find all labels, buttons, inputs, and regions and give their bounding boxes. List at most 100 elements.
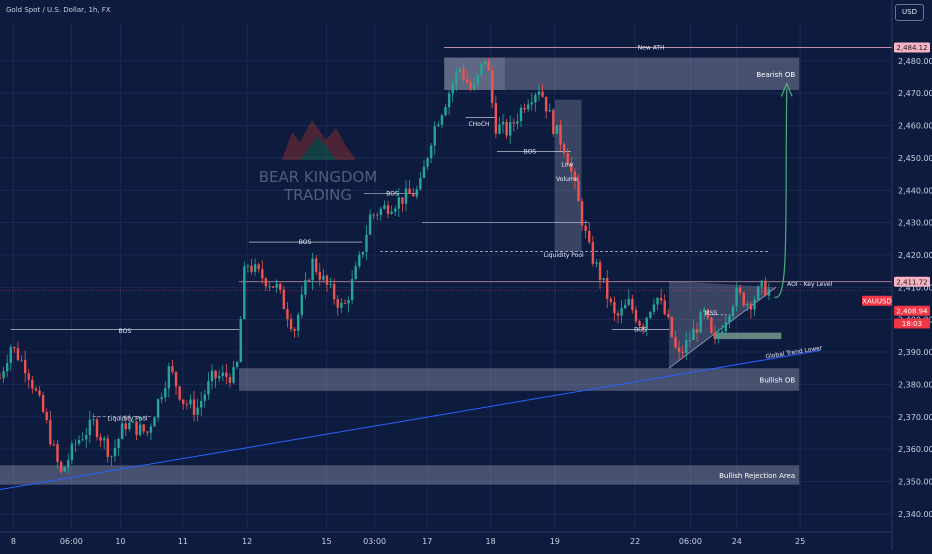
candle-body xyxy=(570,163,573,172)
candle-body xyxy=(77,439,81,444)
candle-body xyxy=(451,84,454,94)
candle-body xyxy=(149,426,153,433)
candle-body xyxy=(243,266,246,319)
candle-body xyxy=(196,407,199,415)
candle-body xyxy=(0,377,2,379)
annotation-label: BOS xyxy=(634,326,647,333)
candle-body xyxy=(509,122,512,136)
candle-body xyxy=(372,214,375,216)
x-tick-label: 06:00 xyxy=(679,537,702,546)
candle-body xyxy=(429,145,433,159)
candle-body xyxy=(573,171,577,181)
candle-body xyxy=(185,404,189,405)
candle-body xyxy=(674,336,677,348)
y-tick-label: 2,350.000 xyxy=(898,477,932,486)
candle-body xyxy=(203,394,207,401)
candle-body xyxy=(699,312,702,333)
candle-body xyxy=(401,197,404,204)
candle-body xyxy=(343,303,347,304)
candle-body xyxy=(501,121,505,125)
annotation-label: Liquidity Pool xyxy=(108,415,148,422)
candle-body xyxy=(120,423,124,439)
candle-body xyxy=(232,367,235,383)
candle-body xyxy=(314,258,318,272)
candle-body xyxy=(38,390,41,396)
candle-body xyxy=(390,211,393,214)
candle-body xyxy=(113,447,117,457)
currency-button[interactable]: USD xyxy=(895,4,924,21)
candle-body xyxy=(516,121,519,124)
y-tick-label: 2,340.000 xyxy=(898,510,932,519)
candle-body xyxy=(182,399,185,405)
annotation-label: AOI - Key Level xyxy=(787,281,832,288)
candle-body xyxy=(167,366,171,389)
candle-body xyxy=(706,309,710,318)
candle-body xyxy=(74,443,77,445)
candle-body xyxy=(415,189,418,197)
candle-body xyxy=(128,422,131,430)
candle-body xyxy=(473,84,476,90)
candle-body xyxy=(217,376,221,379)
candle-body xyxy=(731,306,735,317)
watermark-bear-shape xyxy=(282,120,356,160)
candle-body xyxy=(34,388,38,391)
y-tick-label: 2,390.000 xyxy=(898,348,932,357)
candle-body xyxy=(498,124,501,134)
zone-label: Bullish Rejection Area xyxy=(719,472,795,480)
candle-body xyxy=(577,180,580,202)
x-tick-label: 03:00 xyxy=(363,537,386,546)
candle-body xyxy=(703,309,706,313)
candle-body xyxy=(667,314,670,317)
candle-body xyxy=(631,298,634,310)
candle-body xyxy=(717,333,720,337)
candle-body xyxy=(591,242,595,264)
annotation-label: Low xyxy=(561,161,573,168)
y-tick-label: 2,420.000 xyxy=(898,251,932,260)
candle-body xyxy=(361,252,365,255)
candle-body xyxy=(444,107,447,116)
candle-body xyxy=(286,309,289,320)
candle-body xyxy=(767,289,771,296)
candle-body xyxy=(271,286,275,288)
candle-body xyxy=(606,278,609,299)
candle-body xyxy=(397,197,401,209)
candle-body xyxy=(566,153,569,164)
candle-body xyxy=(153,417,156,427)
y-tick-label: 2,480.000 xyxy=(898,57,932,66)
candle-body xyxy=(322,275,325,280)
y-tick-label: 2,470.000 xyxy=(898,89,932,98)
candle-body xyxy=(329,283,332,285)
price-tag xyxy=(894,276,930,287)
candle-body xyxy=(376,214,379,216)
candle-body xyxy=(685,340,688,353)
candle-body xyxy=(325,275,329,285)
candle-body xyxy=(300,294,304,315)
x-tick-label: 18 xyxy=(486,537,496,546)
annotation-label: BOS xyxy=(524,148,537,155)
price-tag-label: 2,484.12 xyxy=(896,44,927,52)
price-tag xyxy=(894,305,930,316)
candle-body xyxy=(455,71,458,85)
candle-body xyxy=(602,278,605,280)
candle-body xyxy=(494,103,498,134)
candle-body xyxy=(318,271,321,280)
candle-body xyxy=(645,317,648,330)
projection-arrow-head xyxy=(780,81,793,97)
candle-body xyxy=(735,287,738,307)
candle-body xyxy=(268,286,271,288)
candle-body xyxy=(663,300,666,315)
candle-body xyxy=(491,70,494,104)
candle-body xyxy=(307,280,311,281)
candle-body xyxy=(304,280,307,295)
candle-body xyxy=(146,431,149,433)
candle-body xyxy=(476,74,480,85)
watermark-logo xyxy=(282,120,356,160)
candle-body xyxy=(59,461,63,472)
candle-body xyxy=(52,444,56,446)
candle-body xyxy=(519,107,523,122)
candle-body xyxy=(368,214,372,235)
candle-body xyxy=(49,419,52,445)
candle-body xyxy=(106,438,109,457)
